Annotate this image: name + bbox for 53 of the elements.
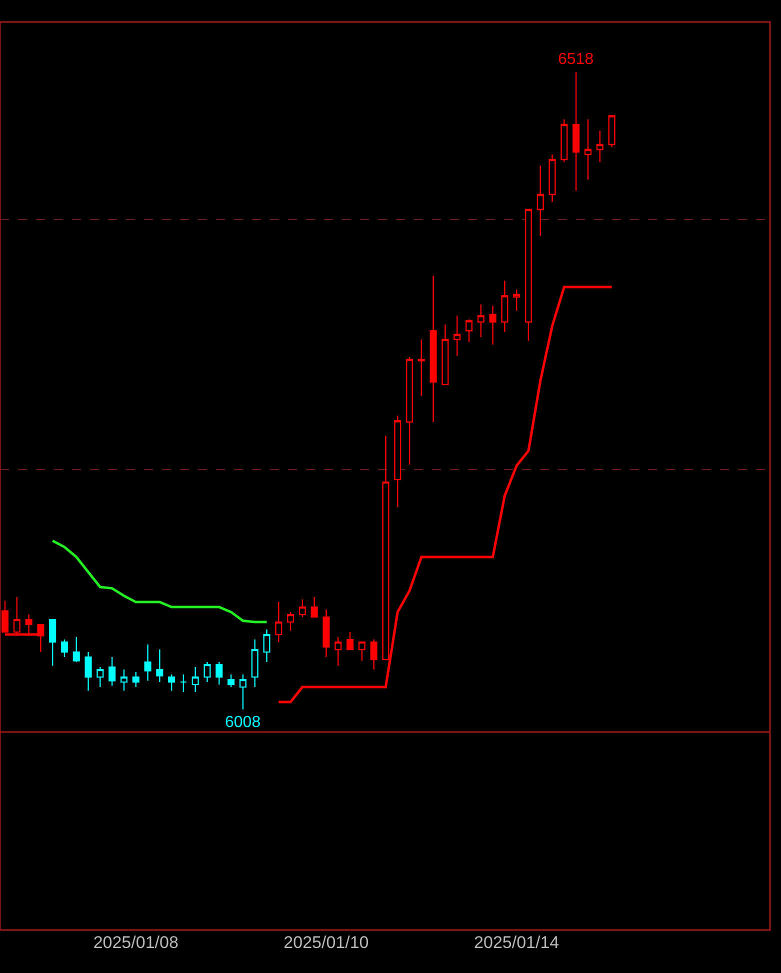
- candlestick: [144, 644, 152, 682]
- candlestick: [132, 671, 140, 688]
- candlestick: [442, 324, 449, 386]
- candlestick: [501, 280, 508, 333]
- candlestick: [382, 435, 390, 660]
- candlestick: [192, 666, 199, 693]
- candlestick: [216, 661, 223, 686]
- candlestick: [72, 636, 80, 663]
- x-tick-label: 2025/01/10: [284, 933, 369, 952]
- candlestick: [108, 656, 116, 686]
- candlestick: [489, 305, 496, 346]
- candlestick: [524, 208, 532, 342]
- x-tick-label: 2025/01/14: [474, 933, 560, 952]
- candlestick: [322, 608, 330, 658]
- candlestick: [584, 118, 592, 180]
- candlestick: [49, 618, 56, 666]
- candlestick: [596, 130, 604, 163]
- candlestick: [394, 415, 402, 508]
- candlestick: [430, 275, 437, 423]
- candlestick: [406, 356, 414, 466]
- candlestick: [477, 304, 484, 338]
- candlestick: [263, 628, 270, 663]
- candlestick: [560, 118, 568, 163]
- annotation: 6518: [558, 51, 594, 68]
- candlestick: [239, 674, 246, 710]
- candlestick: [60, 638, 68, 658]
- candlestick: [346, 631, 354, 650]
- candlestick: [120, 668, 128, 692]
- candlestick: [310, 596, 318, 618]
- candlestick: [536, 165, 544, 236]
- candlestick: [180, 674, 187, 693]
- candlestick: [228, 674, 235, 688]
- candlestick: [84, 651, 92, 692]
- candlestick: [204, 661, 211, 683]
- candlestick: [418, 338, 425, 396]
- candlestick: [608, 115, 616, 148]
- candlestick: [454, 315, 461, 356]
- candlestick: [156, 648, 164, 683]
- candlestick: [251, 638, 258, 688]
- candlestick: [513, 288, 520, 312]
- annotation: 6008: [225, 714, 261, 731]
- candlestick: [298, 598, 306, 618]
- candlestick: [370, 638, 378, 670]
- candlestick: [358, 641, 366, 662]
- candlestick: [465, 318, 473, 343]
- candlestick: [287, 611, 294, 632]
- candlestick: [168, 674, 176, 692]
- candlestick: [275, 601, 282, 643]
- x-tick-label: 2025/01/08: [93, 933, 178, 952]
- candlestick: [334, 636, 342, 666]
- candlestick: [572, 71, 580, 192]
- candlestick: [96, 666, 104, 688]
- candlestick: [548, 154, 556, 203]
